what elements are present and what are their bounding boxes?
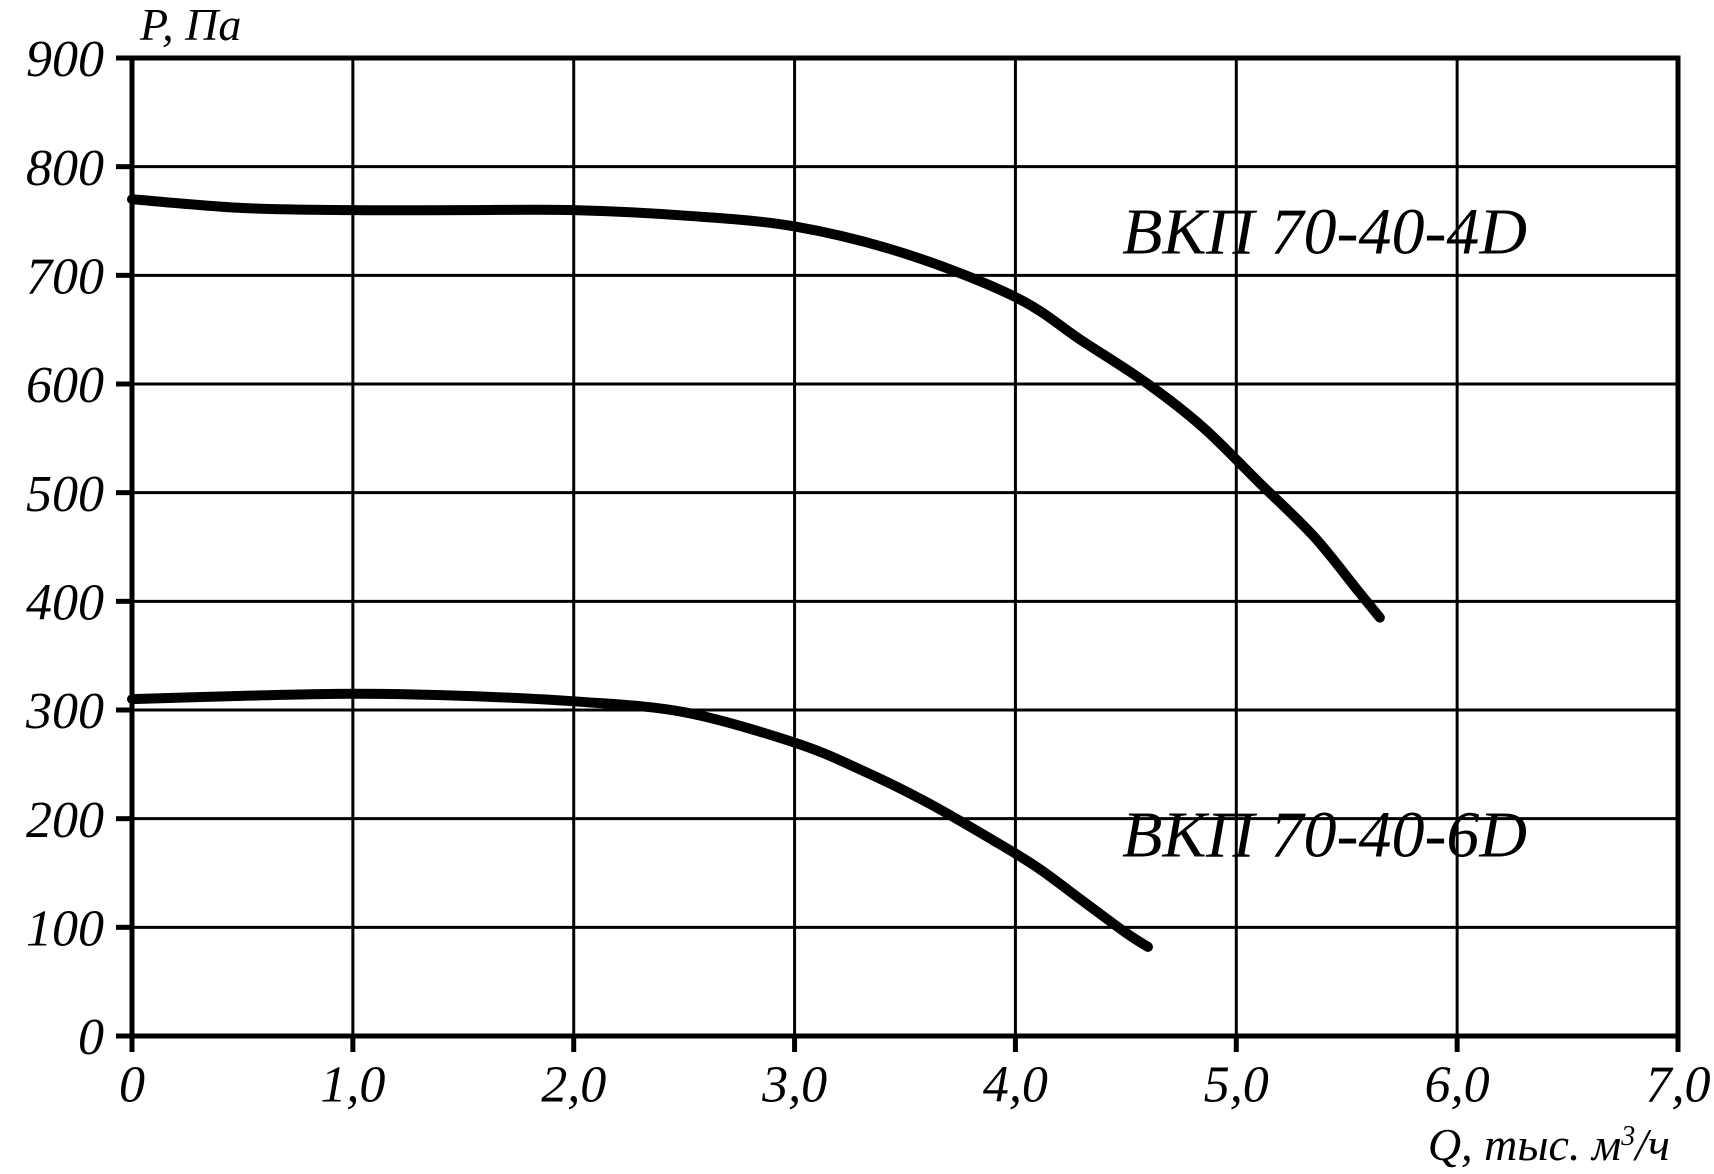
y-tick-label: 400 — [26, 575, 104, 632]
y-tick-label: 300 — [25, 683, 104, 740]
y-tick-label: 100 — [26, 901, 104, 958]
y-tick-label: 600 — [26, 357, 104, 414]
x-tick-label: 0 — [119, 1056, 145, 1113]
curve-label: ВКП 70-40-6D — [1122, 799, 1527, 872]
y-tick-label: 0 — [78, 1009, 104, 1066]
y-axis-label: P, Па — [139, 0, 241, 50]
x-tick-label: 2,0 — [541, 1056, 606, 1113]
y-tick-label: 800 — [26, 140, 104, 197]
x-tick-label: 5,0 — [1204, 1056, 1269, 1113]
x-tick-label: 3,0 — [761, 1056, 827, 1113]
x-tick-label: 7,0 — [1646, 1056, 1711, 1113]
fan-performance-chart: 0 1,0 2,0 3,0 4,0 5,0 6,0 7,0 0 100 200 300 400 500 60… — [0, 0, 1714, 1174]
curve-label: ВКП 70-40-4D — [1122, 196, 1527, 269]
y-tick-label: 200 — [26, 792, 104, 849]
x-tick-label: 6,0 — [1425, 1056, 1490, 1113]
x-tick-label: 4,0 — [983, 1056, 1048, 1113]
y-tick-label: 700 — [26, 249, 104, 306]
x-tick-label: 1,0 — [320, 1056, 385, 1113]
y-tick-label: 500 — [26, 466, 104, 523]
y-tick-label: 900 — [26, 31, 104, 88]
